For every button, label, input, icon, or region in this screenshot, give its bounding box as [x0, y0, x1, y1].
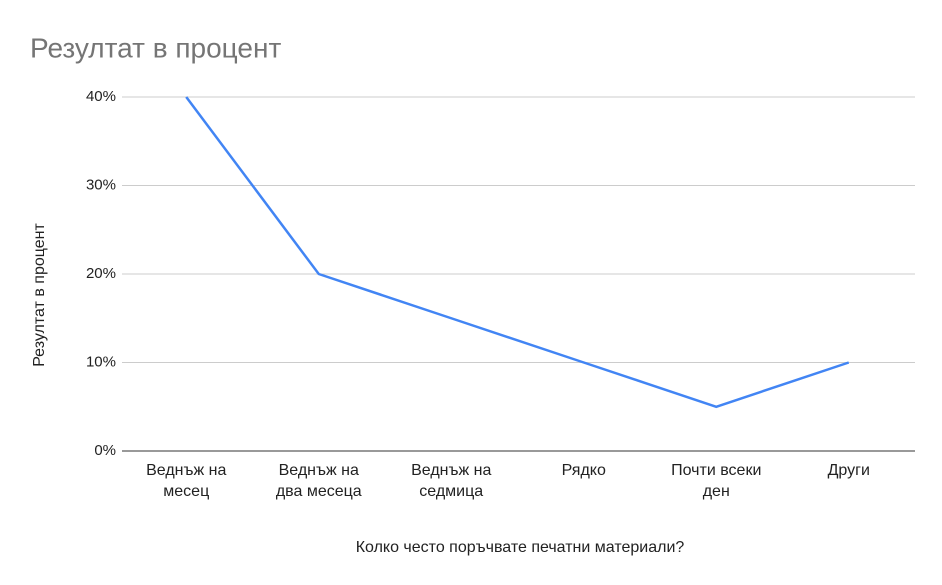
y-tick-label: 20%: [86, 265, 116, 282]
y-tick-label: 10%: [86, 353, 116, 370]
y-tick-label: 40%: [86, 88, 116, 105]
chart-title: Резултат в процент: [30, 32, 281, 63]
data-line: [185, 96, 850, 409]
x-tick-label: Веднъж на месец: [146, 462, 227, 500]
x-tick-label: Веднъж на седмица: [411, 462, 492, 500]
y-tick-label: 30%: [86, 176, 116, 193]
x-tick-label: Рядко: [561, 462, 606, 479]
y-axis-label: Резултат в процент: [31, 223, 48, 367]
x-tick-label: Веднъж на два месеца: [275, 462, 362, 500]
x-axis-label: Колко често поръчвате печатни материали?: [356, 539, 685, 556]
x-tick-label: Други: [827, 462, 870, 479]
x-tick-label: Почти всеки ден: [671, 462, 762, 500]
y-tick-label: 0%: [94, 442, 116, 459]
